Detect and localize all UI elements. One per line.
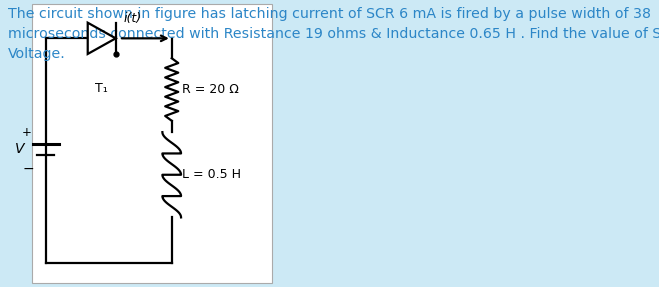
Text: i(t): i(t) <box>124 12 142 25</box>
Text: The circuit shown in figure has latching current of SCR 6 mA is fired by a pulse: The circuit shown in figure has latching… <box>9 7 659 61</box>
Text: V: V <box>15 142 25 156</box>
FancyBboxPatch shape <box>32 4 272 283</box>
Text: L = 0.5 H: L = 0.5 H <box>182 168 241 181</box>
Text: +: + <box>22 126 32 139</box>
Text: T₁: T₁ <box>96 82 108 95</box>
Text: R = 20 Ω: R = 20 Ω <box>182 83 239 96</box>
Text: −: − <box>22 162 34 176</box>
